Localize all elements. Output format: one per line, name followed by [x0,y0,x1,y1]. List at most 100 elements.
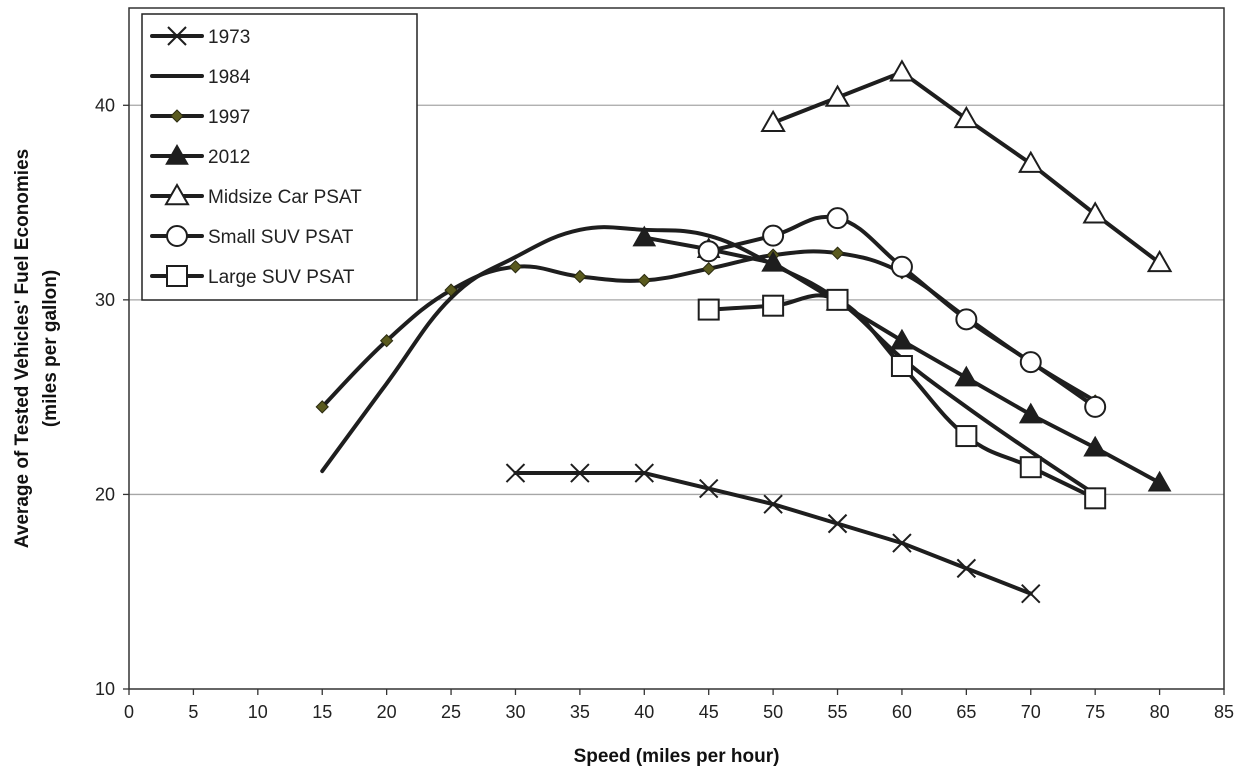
x-tick-label-25: 25 [441,702,461,722]
y-axis-title: Average of Tested Vehicles' Fuel Economi… [12,149,61,548]
data-point-1997-55 [830,246,845,260]
x-marker-stroke [763,494,783,514]
legend-label: 1997 [208,107,250,128]
x-marker-stroke [698,478,719,499]
x-tick-label-10: 10 [248,702,268,722]
y-tick-label-10: 10 [95,679,115,699]
x-tick-label-80: 80 [1150,702,1170,722]
legend-swatch-marker [166,265,188,287]
data-point-1997-40 [637,273,652,288]
data-point-small-suv-psat-70 [1019,351,1042,374]
x-tick-label-35: 35 [570,702,590,722]
legend-label: 1984 [208,67,251,88]
legend-item-small-suv-psat: Small SUV PSAT [150,225,354,248]
data-point-large-suv-psat-70 [1019,456,1042,479]
legend-swatch-marker [165,143,189,165]
x-marker-stroke [1021,583,1041,604]
data-point-midsize-car-psat-60 [889,59,915,82]
data-point-small-suv-psat-55 [826,207,849,230]
data-point-1997-20 [379,334,394,348]
data-point-midsize-car-psat-80 [1146,249,1173,273]
series-1973 [505,463,1041,604]
x-tick-label-55: 55 [828,702,848,722]
x-marker-stroke [956,558,977,579]
data-point-midsize-car-psat-75 [1082,201,1108,224]
x-tick-label-50: 50 [763,702,783,722]
data-point-2012-70 [1018,402,1043,424]
x-tick-label-85: 85 [1214,702,1234,722]
x-marker-stroke [570,463,590,483]
x-marker-stroke [634,463,655,483]
data-point-midsize-car-psat-70 [1018,150,1044,173]
legend-label: Small SUV PSAT [208,227,354,248]
data-point-1973-70 [1021,583,1041,604]
data-point-1997-25 [444,283,458,297]
series-layer [315,59,1173,604]
data-point-1973-50 [763,494,783,514]
legend-item-1984: 1984 [150,67,251,88]
data-point-2012-65 [954,365,979,387]
data-point-large-suv-psat-65 [955,425,978,448]
data-point-small-suv-psat-45 [697,240,720,263]
legend-swatch-marker [170,109,184,123]
x-marker-stroke [892,533,912,553]
legend-label: 2012 [208,147,250,168]
data-point-1997-35 [573,269,587,284]
data-point-2012-75 [1083,435,1108,457]
data-point-1997-45 [701,262,716,276]
x-tick-label-0: 0 [124,702,134,722]
x-tick-label-45: 45 [699,702,719,722]
x-marker-stroke [827,513,848,534]
x-marker-stroke [167,26,187,46]
data-point-large-suv-psat-55 [826,288,849,311]
data-point-1997-30 [508,260,523,274]
legend-label: Midsize Car PSAT [208,187,362,208]
data-point-1973-60 [892,533,912,553]
data-point-small-suv-psat-75 [1084,395,1107,418]
legend-item-1973: 1973 [150,26,250,48]
x-tick-label-5: 5 [188,702,198,722]
data-point-small-suv-psat-65 [955,308,978,331]
data-point-2012-60 [890,328,914,350]
legend-label: Large SUV PSAT [208,267,355,288]
legend-label: 1973 [208,27,250,48]
data-point-large-suv-psat-75 [1084,487,1107,510]
data-point-1973-45 [698,478,719,499]
data-point-1973-30 [505,463,526,483]
x-tick-label-30: 30 [505,702,525,722]
data-point-large-suv-psat-60 [890,355,913,378]
x-tick-label-60: 60 [892,702,912,722]
data-point-large-suv-psat-45 [697,298,720,321]
y-axis-title-line1: Average of Tested Vehicles' Fuel Economi… [12,149,33,548]
legend: 1973 1984 1997 2012 Midsize Car PSAT Small SU… [141,13,418,301]
legend-swatch-marker [167,26,187,46]
plot-area [128,7,1225,690]
x-tick-label-75: 75 [1085,702,1105,722]
legend-item-large-suv-psat: Large SUV PSAT [150,265,355,288]
data-point-2012-80 [1147,470,1172,492]
data-point-large-suv-psat-50 [762,294,785,317]
data-point-2012-50 [761,250,785,272]
data-point-1997-15 [315,400,329,414]
legend-item-2012: 2012 [150,143,250,168]
x-tick-label-20: 20 [377,702,397,722]
x-tick-label-15: 15 [312,702,332,722]
data-point-small-suv-psat-60 [890,255,913,278]
data-point-small-suv-psat-50 [762,224,785,247]
y-tick-label-20: 20 [95,484,115,504]
x-axis-title: Speed (miles per hour) [574,746,780,767]
axis-layer: 0 5 10 15 20 25 30 35 40 45 50 55 60 65 70 75 80 85 10 20 30… [95,95,1234,722]
x-tick-label-40: 40 [634,702,654,722]
data-point-2012-40 [632,225,657,247]
data-point-midsize-car-psat-50 [760,109,786,133]
legend-item-1997: 1997 [150,107,250,128]
series-small-suv-psat [697,207,1107,418]
legend-swatch-marker [164,182,190,206]
x-tick-label-65: 65 [956,702,976,722]
x-marker-stroke [505,463,526,483]
series-1984 [320,225,1098,497]
data-point-midsize-car-psat-55 [824,84,851,107]
series-line-1973 [513,471,1033,596]
